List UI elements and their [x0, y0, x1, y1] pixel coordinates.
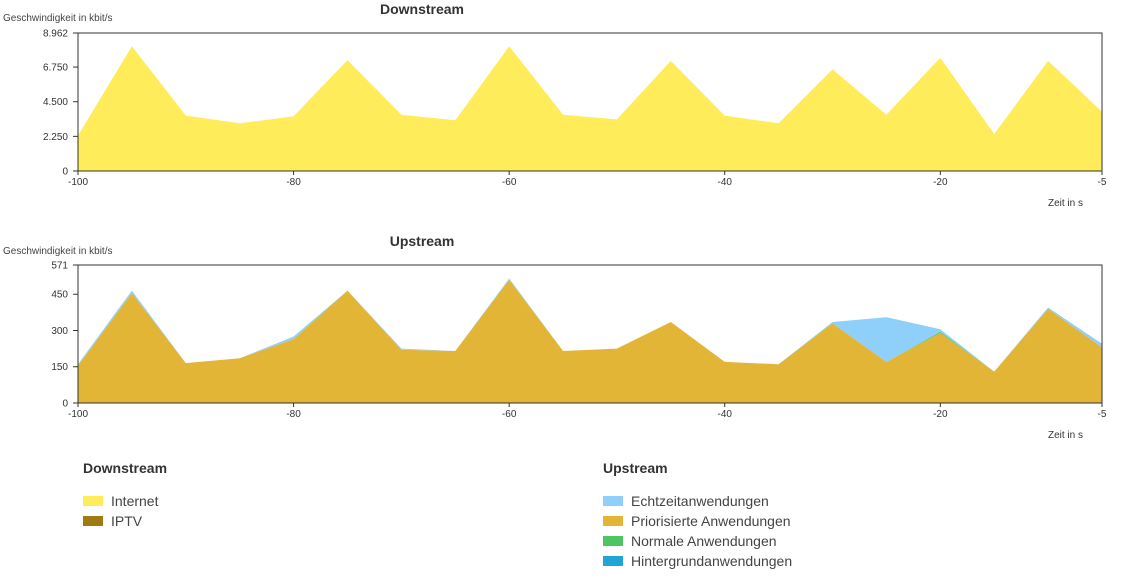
legend-item-internet: Internet	[83, 491, 167, 511]
upstream-y-tick-label: 571	[51, 261, 68, 272]
downstream-title: Downstream	[380, 1, 464, 17]
downstream-y-tick-label: 6.750	[43, 63, 68, 74]
upstream-x-tick-label: -80	[286, 409, 301, 420]
upstream-x-ticks: -100 -80 -60 -40 -20 -5	[68, 403, 1107, 420]
upstream-area-priorisierte-anwendungen	[78, 279, 1102, 403]
downstream-x-axis-label: Zeit in s	[1048, 198, 1083, 209]
downstream-x-tick-label: -5	[1098, 177, 1107, 188]
legend-label-priorisiert: Priorisierte Anwendungen	[631, 513, 791, 529]
legend-label-normal: Normale Anwendungen	[631, 533, 777, 549]
downstream-y-unit: Geschwindigkeit in kbit/s	[3, 13, 113, 24]
downstream-chart: Geschwindigkeit in kbit/s Downstream 0 2.…	[3, 1, 1107, 209]
legend-label-iptv: IPTV	[111, 513, 143, 529]
upstream-chart: Geschwindigkeit in kbit/s Upstream 0 150 3…	[3, 233, 1107, 441]
upstream-legend: Upstream Echtzeitanwendungen Priorisiert…	[603, 460, 792, 571]
upstream-x-axis-label: Zeit in s	[1048, 430, 1083, 441]
upstream-y-tick-label: 300	[51, 326, 68, 337]
upstream-x-tick-label: -5	[1098, 409, 1107, 420]
upstream-y-tick-label: 450	[51, 290, 68, 301]
downstream-legend-title: Downstream	[83, 460, 168, 476]
downstream-x-tick-label: -60	[502, 177, 517, 188]
legend-item-echtzeit: Echtzeitanwendungen	[603, 491, 792, 511]
downstream-y-ticks: 0 2.250 4.500 6.750 8.962	[43, 29, 78, 178]
upstream-x-tick-label: -40	[718, 409, 733, 420]
upstream-title: Upstream	[390, 233, 455, 249]
upstream-y-unit: Geschwindigkeit in kbit/s	[3, 246, 113, 257]
upstream-x-tick-label: -60	[502, 409, 517, 420]
legend-swatch-echtzeit	[603, 496, 623, 506]
downstream-areas	[78, 46, 1102, 171]
upstream-y-tick-label: 0	[62, 399, 68, 410]
legend-swatch-internet	[83, 496, 103, 506]
upstream-y-tick-label: 150	[51, 362, 68, 373]
upstream-area-echtzeitanwendungen	[78, 278, 1102, 372]
downstream-y-tick-label: 0	[62, 167, 68, 178]
legend-label-hintergrund: Hintergrundanwendungen	[631, 553, 793, 569]
downstream-x-ticks: -100 -80 -60 -40 -20 -5	[68, 171, 1107, 188]
upstream-x-tick-label: -20	[933, 409, 948, 420]
downstream-y-tick-label: 2.250	[43, 132, 68, 143]
legend-item-iptv: IPTV	[83, 511, 167, 531]
downstream-x-tick-label: -100	[68, 177, 88, 188]
downstream-x-tick-label: -80	[286, 177, 301, 188]
upstream-y-ticks: 0 150 300 450 571	[51, 261, 78, 410]
upstream-plot-frame	[77, 264, 1103, 404]
legend-item-normal: Normale Anwendungen	[603, 531, 792, 551]
legend-swatch-iptv	[83, 516, 103, 526]
upstream-areas	[78, 278, 1102, 403]
legend-swatch-priorisiert	[603, 516, 623, 526]
downstream-y-tick-label: 8.962	[43, 29, 68, 40]
upstream-legend-title: Upstream	[603, 460, 668, 476]
upstream-x-tick-label: -100	[68, 409, 88, 420]
downstream-legend: Downstream Internet IPTV	[83, 460, 167, 531]
legend-label-internet: Internet	[111, 493, 159, 509]
downstream-y-tick-label: 4.500	[43, 97, 68, 108]
legend-label-echtzeit: Echtzeitanwendungen	[631, 493, 769, 509]
legend-item-hintergrund: Hintergrundanwendungen	[603, 551, 792, 571]
legend-item-priorisiert: Priorisierte Anwendungen	[603, 511, 792, 531]
downstream-x-tick-label: -20	[933, 177, 948, 188]
legend-swatch-hintergrund	[603, 556, 623, 566]
downstream-x-tick-label: -40	[718, 177, 733, 188]
downstream-area-internet	[78, 46, 1102, 171]
legend-swatch-normal	[603, 536, 623, 546]
